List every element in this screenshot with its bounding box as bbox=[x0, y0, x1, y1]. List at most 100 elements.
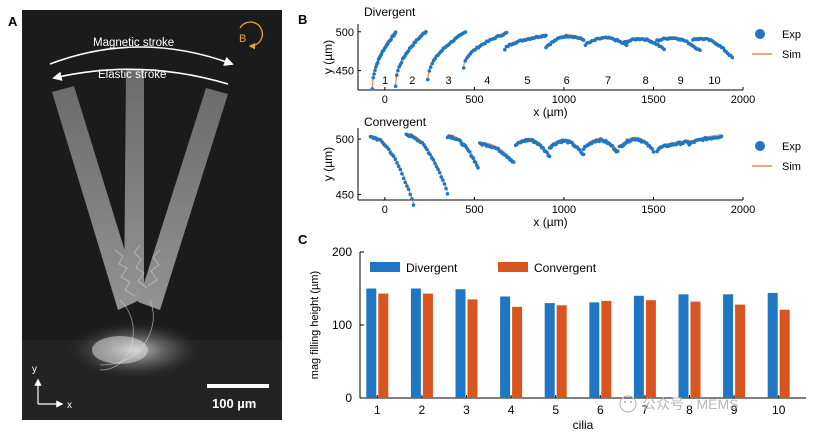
sim-curve-cilium-1 bbox=[370, 135, 415, 204]
x-tick-label: 10 bbox=[772, 403, 786, 417]
axes-indicator: y x bbox=[32, 364, 72, 411]
exp-point bbox=[461, 66, 466, 70]
exp-point bbox=[662, 47, 666, 52]
exp-point bbox=[391, 154, 396, 158]
cilium-number-label: 8 bbox=[643, 75, 649, 87]
exp-point bbox=[427, 69, 432, 73]
legend-exp-label: Exp bbox=[782, 29, 801, 41]
y-tick-label: 100 bbox=[332, 318, 352, 332]
y-tick-label: 500 bbox=[336, 27, 354, 39]
exp-point bbox=[373, 68, 377, 73]
x-tick-label: 500 bbox=[465, 94, 483, 106]
x-tick-label: 0 bbox=[382, 204, 388, 216]
exp-point bbox=[375, 60, 380, 65]
elastic-stroke-arrow bbox=[52, 68, 229, 85]
cilium-number-label: 2 bbox=[409, 75, 415, 87]
x-tick-label: 5 bbox=[552, 403, 559, 417]
x-tick-label: 1000 bbox=[552, 94, 576, 106]
exp-point bbox=[428, 65, 433, 69]
exp-points-cilium-10 bbox=[691, 36, 735, 60]
bar-convergent-3 bbox=[467, 299, 478, 398]
exp-point bbox=[425, 147, 429, 152]
legend-swatch-convergent bbox=[498, 262, 528, 272]
exp-point bbox=[439, 175, 444, 179]
exp-points-cilium-6 bbox=[544, 33, 586, 50]
exp-point bbox=[512, 160, 516, 164]
cilium-number-label: 5 bbox=[524, 75, 530, 87]
exp-point bbox=[541, 146, 545, 150]
exp-point bbox=[393, 30, 398, 34]
scale-bar bbox=[207, 384, 269, 388]
exp-point bbox=[468, 150, 472, 154]
exp-point bbox=[441, 178, 445, 182]
bar-convergent-1 bbox=[378, 293, 389, 398]
x-axis-label: cilia bbox=[573, 418, 594, 432]
exp-points-cilium-5 bbox=[513, 137, 552, 159]
x-tick-label: 3 bbox=[463, 403, 470, 417]
x-tick-label: 500 bbox=[465, 204, 483, 216]
exp-points-cilium-3 bbox=[426, 30, 468, 82]
convergent-trajectory-plot: 0 500 1000 1500 2000 450 500 x (µm) y (µm) Conver… bbox=[321, 115, 801, 229]
bar-convergent-9 bbox=[735, 304, 746, 398]
x-tick-label: 4 bbox=[508, 403, 515, 417]
exp-point bbox=[698, 48, 702, 52]
exp-point bbox=[433, 161, 437, 166]
bar-divergent-8 bbox=[678, 294, 689, 398]
exp-point bbox=[411, 203, 416, 207]
exp-point bbox=[442, 182, 447, 186]
exp-points-cilium-7 bbox=[581, 137, 620, 154]
exp-point bbox=[370, 87, 375, 91]
base-bright-spot bbox=[92, 336, 148, 364]
cilium-number-label: 9 bbox=[678, 75, 684, 87]
legend-exp-marker bbox=[755, 29, 765, 39]
exp-point bbox=[403, 180, 408, 185]
exp-point bbox=[476, 166, 480, 170]
filling-height-bar-chart: 0 100 200 1 2 3 4 5 6 7 8 9 10 cilia mag filling heigh… bbox=[309, 245, 806, 432]
bar-divergent-7 bbox=[633, 295, 644, 398]
x-tick-label: 2000 bbox=[731, 94, 755, 106]
sim-curve-cilium-3 bbox=[427, 30, 466, 79]
panel-b-letter: B bbox=[298, 12, 307, 27]
legend-exp-marker bbox=[755, 141, 765, 151]
exp-point bbox=[401, 176, 406, 181]
exp-point bbox=[581, 38, 586, 42]
cilium-number-label: 7 bbox=[605, 75, 611, 87]
y-axis-label: mag filling height (µm) bbox=[309, 271, 321, 379]
legend-sim-label: Sim bbox=[782, 161, 801, 173]
cilia-group bbox=[52, 70, 228, 310]
axis-y-label: y bbox=[32, 364, 37, 375]
exp-points-cilium-4 bbox=[478, 141, 516, 164]
exp-point bbox=[395, 161, 399, 165]
exp-point bbox=[545, 150, 549, 155]
exp-point bbox=[473, 160, 478, 165]
exp-point bbox=[396, 164, 401, 168]
bar-convergent-6 bbox=[601, 300, 612, 398]
axis-x-label: x bbox=[67, 400, 72, 411]
exp-point bbox=[411, 43, 416, 47]
exp-points-cilium-10 bbox=[687, 134, 724, 147]
exp-point bbox=[445, 192, 450, 196]
x-tick-label: 1500 bbox=[641, 204, 665, 216]
exp-point bbox=[496, 146, 500, 151]
panel-a: A Magnetic stroke Elastic stroke B bbox=[8, 10, 282, 420]
exp-points-cilium-3 bbox=[445, 134, 480, 170]
exp-point bbox=[721, 46, 725, 50]
panel-c-letter: C bbox=[298, 232, 308, 247]
exp-point bbox=[463, 58, 468, 63]
legend-label-divergent: Divergent bbox=[406, 261, 458, 275]
x-tick-label: 8 bbox=[686, 403, 693, 417]
plot-title: Divergent bbox=[364, 5, 416, 19]
exp-point bbox=[730, 55, 735, 60]
exp-points-cilium-5 bbox=[503, 33, 548, 52]
legend-swatch-divergent bbox=[370, 262, 400, 272]
bar-divergent-3 bbox=[455, 289, 466, 398]
exp-point bbox=[399, 60, 404, 65]
exp-points-cilium-9 bbox=[655, 36, 702, 52]
exp-point bbox=[426, 77, 430, 82]
exp-point bbox=[430, 61, 435, 66]
sim-curve-cilium-2 bbox=[406, 132, 449, 192]
magnetic-stroke-arrow bbox=[49, 46, 234, 66]
bar-divergent-5 bbox=[544, 303, 555, 398]
exp-point bbox=[651, 150, 656, 154]
